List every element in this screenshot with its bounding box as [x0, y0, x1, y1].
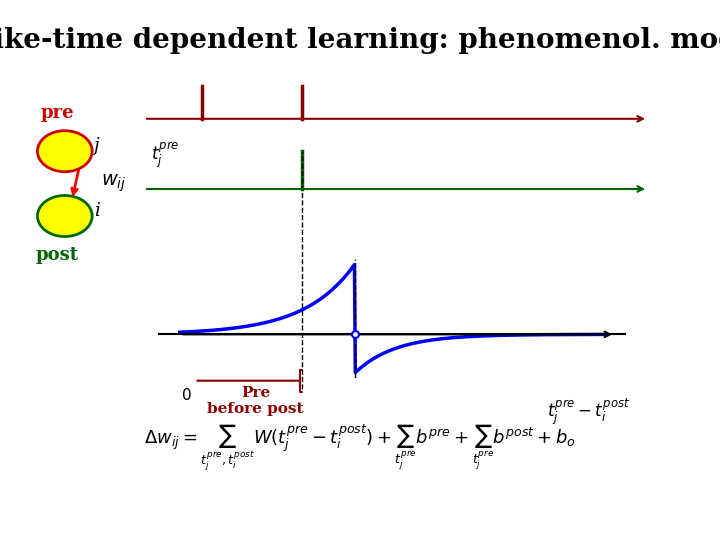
Text: $t_j^{pre} - t_i^{post}$: $t_j^{pre} - t_i^{post}$ — [547, 396, 631, 427]
Text: i: i — [94, 201, 99, 220]
Text: 0: 0 — [181, 388, 192, 402]
Text: Pre
before post: Pre before post — [207, 386, 304, 416]
Text: $t_j^{pre}$: $t_j^{pre}$ — [151, 140, 180, 170]
Text: j: j — [94, 137, 99, 155]
Text: pre: pre — [41, 104, 74, 122]
Circle shape — [37, 131, 92, 172]
Circle shape — [37, 195, 92, 237]
Text: $\Delta w_{ij} = \sum_{t_j^{pre},t_i^{post}} W(t_j^{pre}-t_i^{post})+ \sum_{t_j^: $\Delta w_{ij} = \sum_{t_j^{pre},t_i^{po… — [144, 423, 576, 473]
Text: post: post — [36, 246, 79, 264]
Text: Spike-time dependent learning: phenomenol. model: Spike-time dependent learning: phenomeno… — [0, 27, 720, 54]
Text: $w_{ij}$: $w_{ij}$ — [101, 173, 126, 194]
